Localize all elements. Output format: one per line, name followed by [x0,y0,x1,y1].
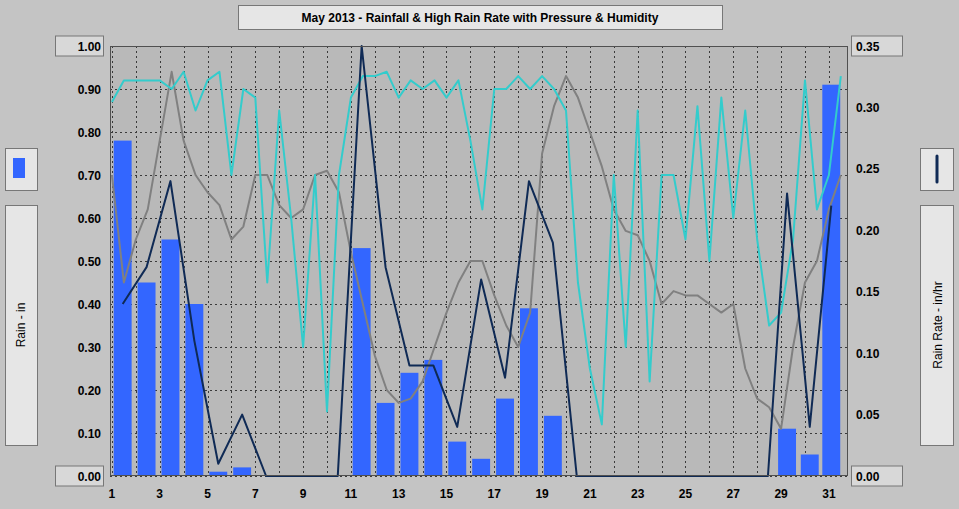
x-tick-label: 21 [583,487,597,501]
legend-swatch [936,156,939,182]
bar [424,360,442,476]
minor-grid-line [614,46,615,476]
axis-label-box [921,206,954,446]
bar [353,248,371,476]
bar [400,373,418,476]
x-tick-label: 5 [204,487,211,501]
x-tick-label: 23 [631,487,645,501]
bar [544,416,562,476]
minor-grid-line [231,46,232,476]
tick-box [56,466,104,486]
x-tick-label: 27 [727,487,741,501]
x-tick-label: 25 [679,487,693,501]
plot-area [110,46,848,476]
x-tick-label: 13 [392,487,406,501]
title: May 2013 - Rainfall & High Rain Rate wit… [302,11,659,25]
grid-line [110,433,848,434]
y-tick-label: 0.80 [78,126,102,140]
plot-frame [111,47,848,476]
x-tick-label: 31 [822,487,836,501]
x-tick-label: 3 [156,487,163,501]
grid-line [685,46,686,476]
tick-box [56,36,104,56]
grid-line [110,218,848,219]
rate-line [123,46,832,476]
grid-line [351,46,352,476]
y2-tick-label: 0.00 [856,470,880,484]
axis-label-box [6,206,38,446]
x-tick-label: 9 [300,487,307,501]
y2-axis-label: Rain Rate - in/hr [931,281,945,368]
y2-tick-label: 0.05 [856,408,880,422]
minor-grid-line [662,46,663,476]
grid-line [110,390,848,391]
y2-tick-label: 0.20 [856,224,880,238]
grid-line [733,46,734,476]
chart: May 2013 - Rainfall & High Rain Rate wit… [0,0,959,509]
x-tick-label: 1 [109,487,116,501]
y-tick-label: 0.70 [78,169,102,183]
title-box [239,6,723,30]
y-tick-label: 0.10 [78,427,102,441]
bar [496,399,514,476]
bar [801,455,819,477]
y2-tick-label: 0.25 [856,162,880,176]
minor-grid-line [375,46,376,476]
bar [233,467,251,476]
y-tick-label: 0.50 [78,255,102,269]
grid-line [110,347,848,348]
y-tick-label: 0.30 [78,341,102,355]
x-tick-label: 19 [535,487,549,501]
x-tick-label: 15 [440,487,454,501]
grid-line [399,46,400,476]
bar [138,283,156,477]
y-tick-label: 0.20 [78,384,102,398]
bar [448,442,466,476]
legend-box [921,149,954,191]
grid-line [160,46,161,476]
bar [185,304,203,476]
line [112,72,841,425]
bar [377,403,395,476]
bar [162,240,180,477]
grid-line [590,46,591,476]
x-tick-label: 7 [252,487,259,501]
y-axis-label: Rain - in [14,303,28,348]
x-tick-label: 29 [774,487,788,501]
bar [472,459,490,476]
grid-line [303,46,304,476]
x-tick-label: 11 [345,487,358,501]
minor-grid-line [136,46,137,476]
y-tick-label: 0.40 [78,298,102,312]
y-tick-label: 0.90 [78,83,102,97]
grid-line [494,46,495,476]
legend-box [6,149,38,191]
grid-line [110,132,848,133]
minor-grid-line [423,46,424,476]
y-tick-label: 1.00 [78,40,102,54]
background [0,0,959,509]
minor-grid-line [184,46,185,476]
tick-box [852,466,903,486]
minor-grid-line [805,46,806,476]
y2-tick-label: 0.15 [856,285,880,299]
legend-swatch [13,158,25,178]
bar [778,429,796,476]
y2-tick-label: 0.10 [856,347,880,361]
grid-line [446,46,447,476]
tick-box [852,36,903,56]
y2-tick-label: 0.30 [856,101,880,115]
x-tick-label: 17 [488,487,502,501]
y-tick-label: 0.00 [78,470,102,484]
bar [114,141,132,476]
grid-line [112,46,113,476]
y2-tick-label: 0.35 [856,40,880,54]
line [112,72,841,429]
minor-grid-line [757,46,758,476]
y-tick-label: 0.60 [78,212,102,226]
grid-line [542,46,543,476]
grid-line [110,304,848,305]
